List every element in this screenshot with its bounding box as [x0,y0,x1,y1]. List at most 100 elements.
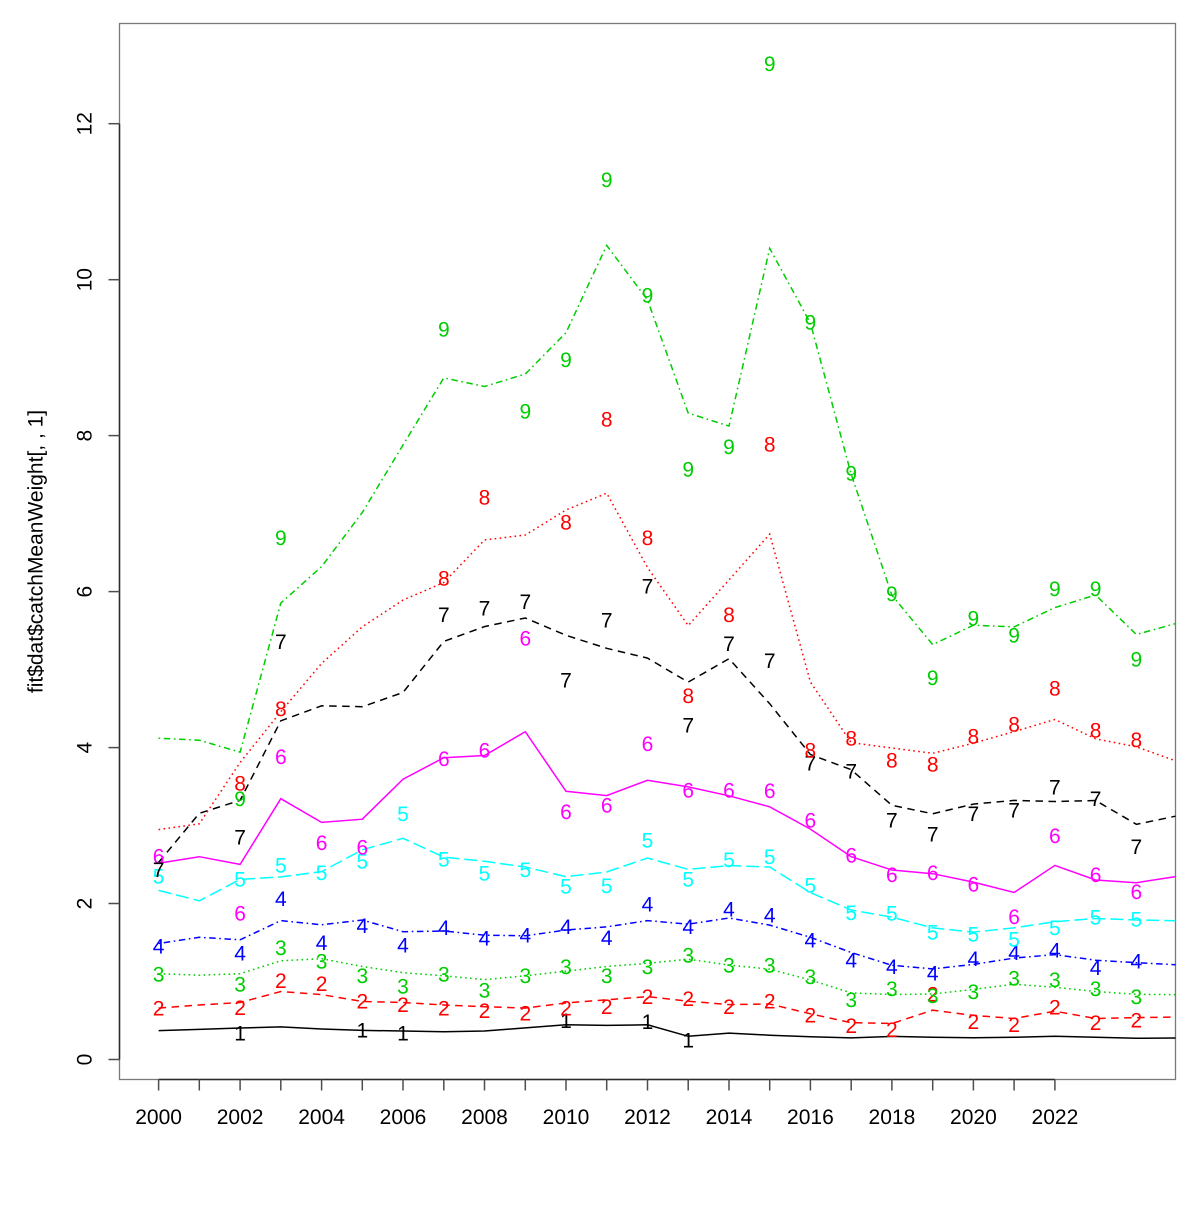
svg-text:5: 5 [234,869,246,892]
svg-text:4: 4 [601,927,613,950]
svg-text:2020: 2020 [950,1106,997,1129]
svg-text:9: 9 [764,53,776,76]
svg-text:6: 6 [316,832,328,855]
svg-text:3: 3 [682,944,694,967]
svg-text:3: 3 [479,980,491,1003]
svg-text:4: 4 [316,932,328,955]
svg-text:4: 4 [74,741,97,753]
svg-text:2010: 2010 [543,1106,590,1129]
svg-text:6: 6 [560,801,572,824]
svg-text:5: 5 [1131,908,1143,931]
svg-text:7: 7 [682,714,694,737]
svg-text:9: 9 [601,169,613,192]
svg-text:8: 8 [601,409,613,432]
svg-text:2004: 2004 [298,1106,345,1129]
svg-text:9: 9 [1049,578,1061,601]
svg-text:5: 5 [927,921,939,944]
svg-text:6: 6 [234,903,246,926]
svg-text:2022: 2022 [1032,1106,1079,1129]
svg-text:2: 2 [845,1015,857,1038]
svg-text:2002: 2002 [217,1106,264,1129]
svg-text:8: 8 [1131,729,1143,752]
svg-text:2012: 2012 [624,1106,671,1129]
svg-text:6: 6 [723,779,735,802]
svg-text:9: 9 [1090,578,1102,601]
svg-text:7: 7 [886,809,898,832]
svg-text:7: 7 [1090,788,1102,811]
svg-text:1: 1 [356,1019,368,1042]
svg-text:3: 3 [153,963,165,986]
svg-text:3: 3 [805,966,817,989]
svg-text:7: 7 [968,803,980,826]
svg-text:6: 6 [1131,881,1143,904]
svg-text:2008: 2008 [461,1106,508,1129]
svg-text:1: 1 [560,1010,572,1033]
svg-text:8: 8 [1049,677,1061,700]
svg-text:8: 8 [764,434,776,457]
svg-text:2: 2 [316,973,328,996]
svg-text:4: 4 [1131,951,1143,974]
svg-text:9: 9 [927,667,939,690]
svg-text:2: 2 [642,986,654,1009]
svg-text:3: 3 [1008,968,1020,991]
svg-text:2: 2 [479,1000,491,1023]
svg-text:5: 5 [968,924,980,947]
svg-text:6: 6 [886,864,898,887]
svg-text:6: 6 [968,874,980,897]
svg-text:6: 6 [1008,906,1020,929]
svg-text:3: 3 [764,955,776,978]
svg-text:7: 7 [723,633,735,656]
svg-text:6: 6 [1049,825,1061,848]
svg-text:6: 6 [153,845,165,868]
svg-text:8: 8 [275,698,287,721]
svg-text:4: 4 [560,916,572,939]
svg-text:2: 2 [234,997,246,1020]
svg-text:5: 5 [886,903,898,926]
svg-text:5: 5 [1090,906,1102,929]
svg-text:7: 7 [805,753,817,776]
svg-text:3: 3 [275,937,287,960]
svg-text:5: 5 [764,846,776,869]
svg-text:2: 2 [1090,1012,1102,1035]
svg-text:9: 9 [968,607,980,630]
svg-text:6: 6 [1090,864,1102,887]
svg-text:2016: 2016 [787,1106,834,1129]
svg-text:3: 3 [234,974,246,997]
svg-text:2: 2 [886,1019,898,1042]
svg-text:7: 7 [1131,836,1143,859]
svg-text:2: 2 [1049,996,1061,1019]
svg-text:3: 3 [519,965,531,988]
svg-text:8: 8 [723,604,735,627]
svg-text:9: 9 [1131,648,1143,671]
svg-text:4: 4 [886,956,898,979]
svg-text:1: 1 [682,1030,694,1053]
svg-text:5: 5 [805,875,817,898]
svg-text:5: 5 [479,863,491,886]
svg-text:2: 2 [438,997,450,1020]
svg-text:8: 8 [234,773,246,796]
svg-text:5: 5 [1008,929,1020,952]
svg-text:4: 4 [275,888,287,911]
svg-text:8: 8 [479,487,491,510]
svg-text:9: 9 [805,311,817,334]
svg-text:7: 7 [153,859,165,882]
svg-text:8: 8 [1008,714,1020,737]
svg-text:5: 5 [1049,917,1061,940]
svg-text:2014: 2014 [706,1106,753,1129]
svg-text:6: 6 [356,837,368,860]
svg-text:12: 12 [74,112,97,135]
svg-text:2: 2 [723,996,735,1019]
svg-text:5: 5 [845,902,857,925]
svg-text:6: 6 [845,845,857,868]
svg-text:4: 4 [356,915,368,938]
svg-text:6: 6 [479,739,491,762]
svg-text:7: 7 [927,824,939,847]
svg-text:6: 6 [682,780,694,803]
svg-text:4: 4 [927,963,939,986]
svg-text:6: 6 [927,862,939,885]
svg-text:6: 6 [601,795,613,818]
svg-text:4: 4 [642,893,654,916]
svg-text:2: 2 [1008,1014,1020,1037]
svg-text:1: 1 [234,1022,246,1045]
svg-text:5: 5 [560,875,572,898]
